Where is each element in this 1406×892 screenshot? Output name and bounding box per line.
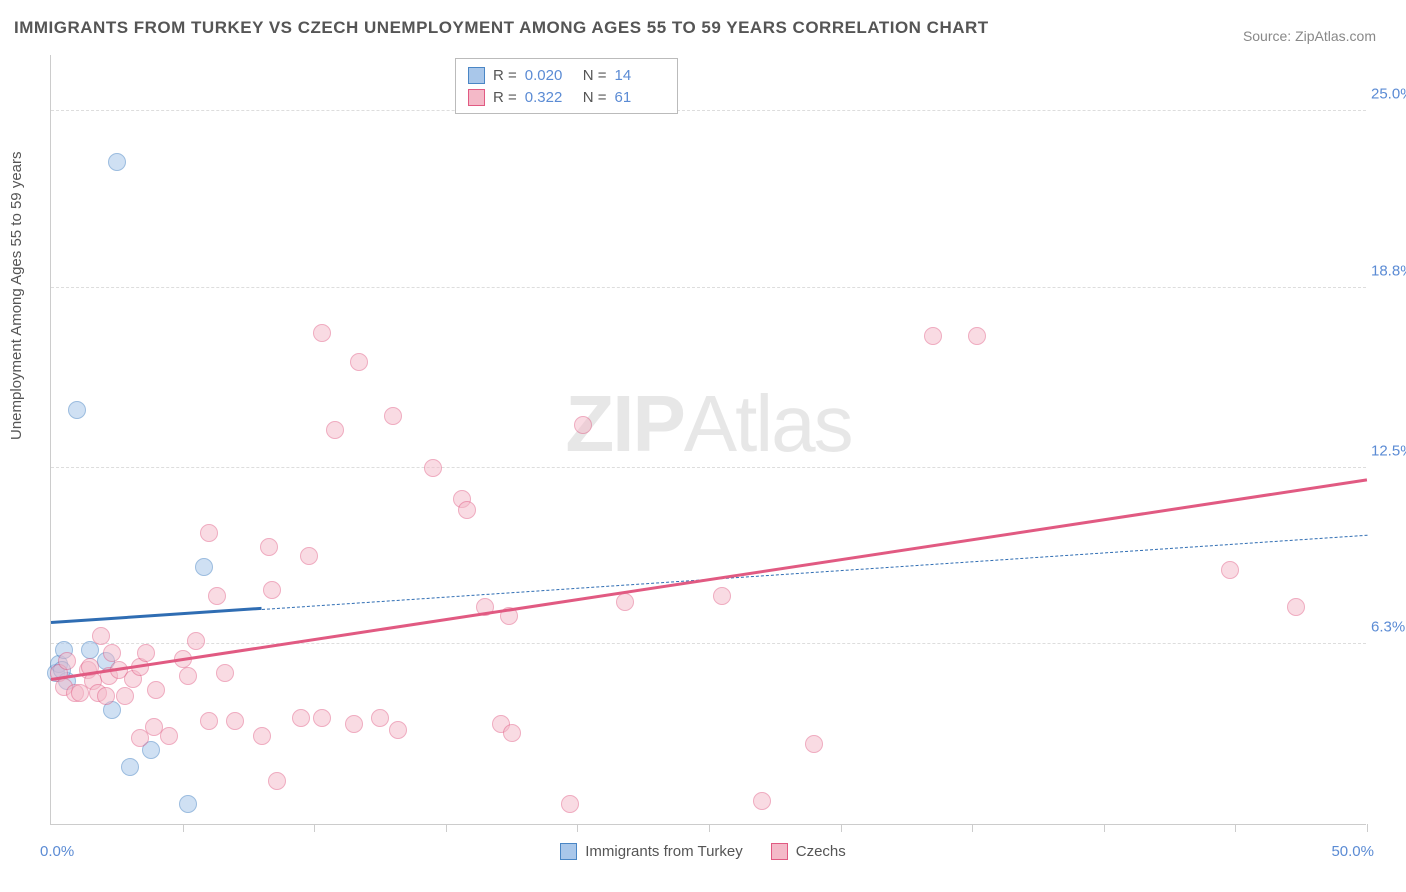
point-czechs xyxy=(805,735,823,753)
source-label: Source: ZipAtlas.com xyxy=(1243,28,1376,44)
x-tick xyxy=(1235,824,1236,832)
legend-swatch xyxy=(468,67,485,84)
point-czechs xyxy=(58,652,76,670)
point-czechs xyxy=(561,795,579,813)
point-czechs xyxy=(616,593,634,611)
legend-n-value: 14 xyxy=(615,67,665,84)
point-czechs xyxy=(253,727,271,745)
chart-title: IMMIGRANTS FROM TURKEY VS CZECH UNEMPLOY… xyxy=(14,18,989,38)
legend-n-label: N = xyxy=(583,89,607,106)
point-czechs xyxy=(147,681,165,699)
point-czechs xyxy=(1221,561,1239,579)
watermark-light: Atlas xyxy=(684,379,852,468)
gridline xyxy=(51,467,1366,468)
point-czechs xyxy=(260,538,278,556)
legend-item-turkey: Immigrants from Turkey xyxy=(560,843,743,860)
x-tick xyxy=(314,824,315,832)
x-tick xyxy=(183,824,184,832)
legend-row-turkey: R = 0.020 N = 14 xyxy=(468,64,665,86)
point-czechs xyxy=(313,709,331,727)
point-czechs xyxy=(424,459,442,477)
plot-area: ZIPAtlas 6.3%12.5%18.8%25.0% xyxy=(50,55,1366,825)
legend-label: Czechs xyxy=(796,843,846,860)
point-czechs xyxy=(384,407,402,425)
point-czechs xyxy=(263,581,281,599)
point-czechs xyxy=(200,712,218,730)
point-czechs xyxy=(300,547,318,565)
legend-n-label: N = xyxy=(583,67,607,84)
x-tick xyxy=(577,824,578,832)
legend-n-value: 61 xyxy=(615,89,665,106)
x-tick xyxy=(446,824,447,832)
legend-r-value: 0.020 xyxy=(525,67,575,84)
point-czechs xyxy=(97,687,115,705)
watermark: ZIPAtlas xyxy=(565,378,851,470)
gridline xyxy=(51,287,1366,288)
gridline xyxy=(51,643,1366,644)
point-czechs xyxy=(179,667,197,685)
x-tick xyxy=(1104,824,1105,832)
point-czechs xyxy=(1287,598,1305,616)
point-czechs xyxy=(326,421,344,439)
legend-item-czechs: Czechs xyxy=(771,843,846,860)
point-czechs xyxy=(313,324,331,342)
trend-line-solid xyxy=(51,479,1367,682)
legend-r-value: 0.322 xyxy=(525,89,575,106)
y-tick-label: 12.5% xyxy=(1371,442,1406,459)
y-axis-label: Unemployment Among Ages 55 to 59 years xyxy=(8,151,25,440)
legend-series: Immigrants from Turkey Czechs xyxy=(0,843,1406,864)
point-czechs xyxy=(92,627,110,645)
x-tick xyxy=(709,824,710,832)
point-czechs xyxy=(160,727,178,745)
point-czechs xyxy=(200,524,218,542)
trend-line-dashed xyxy=(262,535,1367,610)
point-czechs xyxy=(268,772,286,790)
x-tick xyxy=(1367,824,1368,832)
point-czechs xyxy=(345,715,363,733)
point-czechs xyxy=(371,709,389,727)
legend-correlation: R = 0.020 N = 14 R = 0.322 N = 61 xyxy=(455,58,678,114)
point-czechs xyxy=(116,687,134,705)
y-tick-label: 18.8% xyxy=(1371,262,1406,279)
legend-swatch xyxy=(468,89,485,106)
point-czechs xyxy=(226,712,244,730)
point-turkey xyxy=(68,401,86,419)
point-czechs xyxy=(753,792,771,810)
point-turkey xyxy=(195,558,213,576)
x-tick xyxy=(972,824,973,832)
legend-swatch xyxy=(771,843,788,860)
legend-swatch xyxy=(560,843,577,860)
trend-line-solid xyxy=(51,607,262,624)
point-turkey xyxy=(108,153,126,171)
point-czechs xyxy=(503,724,521,742)
legend-row-czechs: R = 0.322 N = 61 xyxy=(468,86,665,108)
point-czechs xyxy=(292,709,310,727)
point-czechs xyxy=(458,501,476,519)
point-czechs xyxy=(968,327,986,345)
legend-r-label: R = xyxy=(493,89,517,106)
point-czechs xyxy=(216,664,234,682)
legend-r-label: R = xyxy=(493,67,517,84)
gridline xyxy=(51,110,1366,111)
point-czechs xyxy=(713,587,731,605)
point-czechs xyxy=(389,721,407,739)
point-czechs xyxy=(208,587,226,605)
point-czechs xyxy=(187,632,205,650)
point-czechs xyxy=(350,353,368,371)
point-czechs xyxy=(924,327,942,345)
y-tick-label: 6.3% xyxy=(1371,619,1406,636)
point-turkey xyxy=(121,758,139,776)
point-czechs xyxy=(137,644,155,662)
point-czechs xyxy=(103,644,121,662)
point-czechs xyxy=(574,416,592,434)
y-tick-label: 25.0% xyxy=(1371,86,1406,103)
x-tick xyxy=(841,824,842,832)
point-turkey xyxy=(179,795,197,813)
legend-label: Immigrants from Turkey xyxy=(585,843,743,860)
